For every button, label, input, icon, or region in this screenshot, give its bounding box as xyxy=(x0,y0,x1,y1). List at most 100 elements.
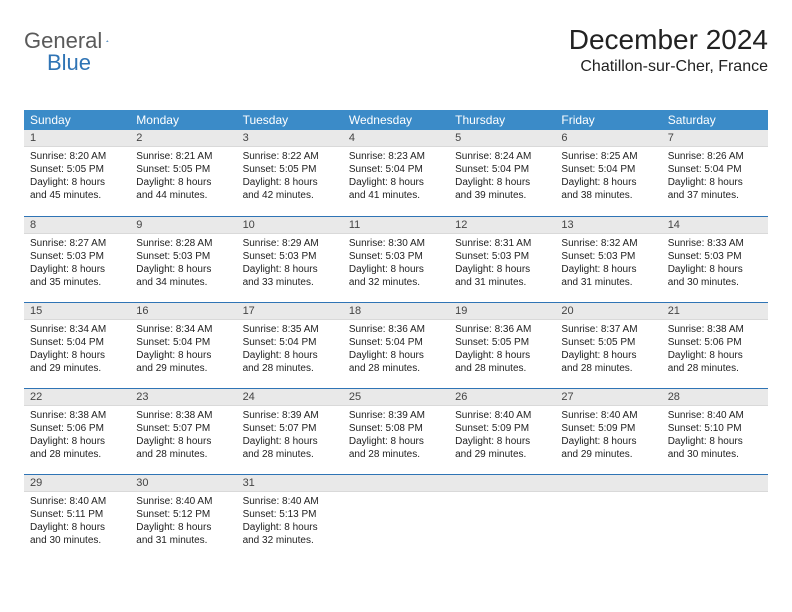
sunrise-line: Sunrise: 8:38 AM xyxy=(136,409,230,422)
day-number: 16 xyxy=(130,303,236,320)
weekday-header: Monday xyxy=(130,110,236,130)
calendar-cell: 14Sunrise: 8:33 AMSunset: 5:03 PMDayligh… xyxy=(662,216,768,302)
sunset-line: Sunset: 5:12 PM xyxy=(136,508,230,521)
sunset-line: Sunset: 5:04 PM xyxy=(349,163,443,176)
sunset-line: Sunset: 5:08 PM xyxy=(349,422,443,435)
calendar-cell xyxy=(662,474,768,560)
daylight-line: Daylight: 8 hours and 28 minutes. xyxy=(349,349,443,375)
sunrise-line: Sunrise: 8:36 AM xyxy=(455,323,549,336)
sunset-line: Sunset: 5:03 PM xyxy=(30,250,124,263)
day-content: Sunrise: 8:36 AMSunset: 5:04 PMDaylight:… xyxy=(343,320,449,379)
daylight-line: Daylight: 8 hours and 28 minutes. xyxy=(30,435,124,461)
calendar-cell: 10Sunrise: 8:29 AMSunset: 5:03 PMDayligh… xyxy=(237,216,343,302)
weekday-header: Thursday xyxy=(449,110,555,130)
day-content: Sunrise: 8:40 AMSunset: 5:09 PMDaylight:… xyxy=(555,406,661,465)
weekday-header: Wednesday xyxy=(343,110,449,130)
sunset-line: Sunset: 5:09 PM xyxy=(561,422,655,435)
calendar-row: 15Sunrise: 8:34 AMSunset: 5:04 PMDayligh… xyxy=(24,302,768,388)
day-content: Sunrise: 8:40 AMSunset: 5:12 PMDaylight:… xyxy=(130,492,236,551)
day-number: 2 xyxy=(130,130,236,147)
logo-text-blue: Blue xyxy=(47,50,91,75)
day-number: 13 xyxy=(555,217,661,234)
sunrise-line: Sunrise: 8:31 AM xyxy=(455,237,549,250)
day-content: Sunrise: 8:20 AMSunset: 5:05 PMDaylight:… xyxy=(24,147,130,206)
day-content: Sunrise: 8:23 AMSunset: 5:04 PMDaylight:… xyxy=(343,147,449,206)
calendar-cell: 19Sunrise: 8:36 AMSunset: 5:05 PMDayligh… xyxy=(449,302,555,388)
calendar-cell: 25Sunrise: 8:39 AMSunset: 5:08 PMDayligh… xyxy=(343,388,449,474)
daylight-line: Daylight: 8 hours and 28 minutes. xyxy=(561,349,655,375)
day-content: Sunrise: 8:33 AMSunset: 5:03 PMDaylight:… xyxy=(662,234,768,293)
title-block: December 2024 Chatillon-sur-Cher, France xyxy=(569,24,768,76)
sunset-line: Sunset: 5:03 PM xyxy=(668,250,762,263)
sunrise-line: Sunrise: 8:40 AM xyxy=(668,409,762,422)
sunrise-line: Sunrise: 8:29 AM xyxy=(243,237,337,250)
day-number-empty xyxy=(449,475,555,492)
daylight-line: Daylight: 8 hours and 45 minutes. xyxy=(30,176,124,202)
day-number: 22 xyxy=(24,389,130,406)
calendar-cell: 4Sunrise: 8:23 AMSunset: 5:04 PMDaylight… xyxy=(343,130,449,216)
day-number-empty xyxy=(662,475,768,492)
sunset-line: Sunset: 5:06 PM xyxy=(668,336,762,349)
sunrise-line: Sunrise: 8:38 AM xyxy=(30,409,124,422)
day-number: 23 xyxy=(130,389,236,406)
day-number: 9 xyxy=(130,217,236,234)
day-content: Sunrise: 8:40 AMSunset: 5:13 PMDaylight:… xyxy=(237,492,343,551)
day-content: Sunrise: 8:29 AMSunset: 5:03 PMDaylight:… xyxy=(237,234,343,293)
sunset-line: Sunset: 5:10 PM xyxy=(668,422,762,435)
calendar-cell: 20Sunrise: 8:37 AMSunset: 5:05 PMDayligh… xyxy=(555,302,661,388)
sunset-line: Sunset: 5:07 PM xyxy=(243,422,337,435)
calendar-cell: 26Sunrise: 8:40 AMSunset: 5:09 PMDayligh… xyxy=(449,388,555,474)
day-number: 8 xyxy=(24,217,130,234)
day-content: Sunrise: 8:25 AMSunset: 5:04 PMDaylight:… xyxy=(555,147,661,206)
sunrise-line: Sunrise: 8:35 AM xyxy=(243,323,337,336)
day-number-empty xyxy=(555,475,661,492)
sunrise-line: Sunrise: 8:39 AM xyxy=(349,409,443,422)
day-number: 14 xyxy=(662,217,768,234)
daylight-line: Daylight: 8 hours and 29 minutes. xyxy=(455,435,549,461)
day-content: Sunrise: 8:40 AMSunset: 5:10 PMDaylight:… xyxy=(662,406,768,465)
calendar-cell: 27Sunrise: 8:40 AMSunset: 5:09 PMDayligh… xyxy=(555,388,661,474)
calendar-row: 1Sunrise: 8:20 AMSunset: 5:05 PMDaylight… xyxy=(24,130,768,216)
sunrise-line: Sunrise: 8:40 AM xyxy=(30,495,124,508)
day-number: 28 xyxy=(662,389,768,406)
calendar-cell: 22Sunrise: 8:38 AMSunset: 5:06 PMDayligh… xyxy=(24,388,130,474)
sunrise-line: Sunrise: 8:27 AM xyxy=(30,237,124,250)
daylight-line: Daylight: 8 hours and 38 minutes. xyxy=(561,176,655,202)
day-number: 27 xyxy=(555,389,661,406)
header: General December 2024 Chatillon-sur-Cher… xyxy=(24,24,768,76)
sunrise-line: Sunrise: 8:33 AM xyxy=(668,237,762,250)
daylight-line: Daylight: 8 hours and 31 minutes. xyxy=(136,521,230,547)
sunrise-line: Sunrise: 8:34 AM xyxy=(30,323,124,336)
sunset-line: Sunset: 5:13 PM xyxy=(243,508,337,521)
sunrise-line: Sunrise: 8:23 AM xyxy=(349,150,443,163)
day-content: Sunrise: 8:39 AMSunset: 5:07 PMDaylight:… xyxy=(237,406,343,465)
day-number: 21 xyxy=(662,303,768,320)
daylight-line: Daylight: 8 hours and 28 minutes. xyxy=(349,435,443,461)
daylight-line: Daylight: 8 hours and 34 minutes. xyxy=(136,263,230,289)
daylight-line: Daylight: 8 hours and 30 minutes. xyxy=(668,263,762,289)
calendar-cell xyxy=(555,474,661,560)
daylight-line: Daylight: 8 hours and 42 minutes. xyxy=(243,176,337,202)
day-number: 3 xyxy=(237,130,343,147)
day-number: 17 xyxy=(237,303,343,320)
sunset-line: Sunset: 5:11 PM xyxy=(30,508,124,521)
day-number: 19 xyxy=(449,303,555,320)
sunrise-line: Sunrise: 8:26 AM xyxy=(668,150,762,163)
calendar-cell: 11Sunrise: 8:30 AMSunset: 5:03 PMDayligh… xyxy=(343,216,449,302)
calendar-cell: 7Sunrise: 8:26 AMSunset: 5:04 PMDaylight… xyxy=(662,130,768,216)
calendar-cell: 28Sunrise: 8:40 AMSunset: 5:10 PMDayligh… xyxy=(662,388,768,474)
calendar-cell: 21Sunrise: 8:38 AMSunset: 5:06 PMDayligh… xyxy=(662,302,768,388)
sunset-line: Sunset: 5:03 PM xyxy=(243,250,337,263)
calendar-cell: 2Sunrise: 8:21 AMSunset: 5:05 PMDaylight… xyxy=(130,130,236,216)
day-content: Sunrise: 8:28 AMSunset: 5:03 PMDaylight:… xyxy=(130,234,236,293)
day-content: Sunrise: 8:21 AMSunset: 5:05 PMDaylight:… xyxy=(130,147,236,206)
sunset-line: Sunset: 5:04 PM xyxy=(136,336,230,349)
weekday-header: Sunday xyxy=(24,110,130,130)
sunrise-line: Sunrise: 8:24 AM xyxy=(455,150,549,163)
sunset-line: Sunset: 5:05 PM xyxy=(30,163,124,176)
calendar-cell: 13Sunrise: 8:32 AMSunset: 5:03 PMDayligh… xyxy=(555,216,661,302)
day-content: Sunrise: 8:24 AMSunset: 5:04 PMDaylight:… xyxy=(449,147,555,206)
calendar-cell: 17Sunrise: 8:35 AMSunset: 5:04 PMDayligh… xyxy=(237,302,343,388)
day-number: 12 xyxy=(449,217,555,234)
day-number: 5 xyxy=(449,130,555,147)
